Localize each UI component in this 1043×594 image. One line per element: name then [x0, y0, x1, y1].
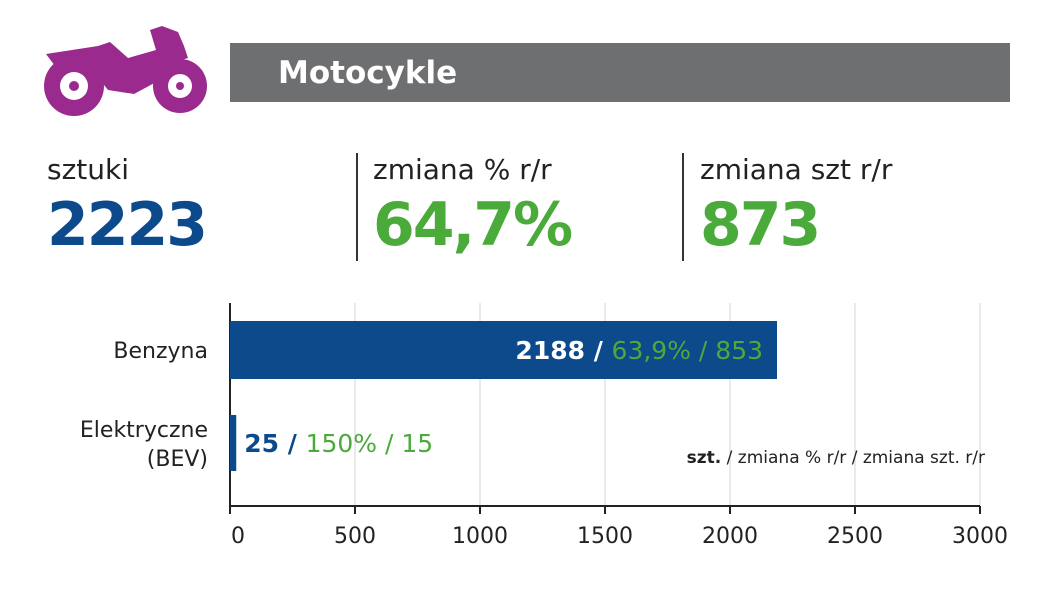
stat-unit-change-value: 873 — [700, 190, 821, 260]
bar — [230, 415, 237, 471]
stat-units-value: 2223 — [47, 190, 208, 260]
stat-units: sztuki 2223 — [47, 150, 208, 260]
stat-units-label: sztuki — [47, 153, 130, 186]
x-tick-label: 500 — [334, 524, 376, 549]
stat-unit-change-label: zmiana szt r/r — [700, 153, 893, 186]
stat-pct-change-label: zmiana % r/r — [373, 153, 552, 186]
x-tick-label: 0 — [231, 524, 245, 549]
motorcycle-icon — [44, 26, 207, 116]
stat-unit-change: zmiana szt r/r 873 — [700, 150, 892, 260]
stat-pct-change: zmiana % r/r 64,7% — [373, 150, 573, 260]
header-bar: Motocykle — [230, 43, 1010, 102]
x-tick-label: 2000 — [702, 524, 758, 549]
data-label: 25 / 150% / 15 — [244, 429, 433, 458]
data-label: 2188 / 63,9% / 853 — [515, 336, 763, 365]
category-label: Elektryczne (BEV) — [80, 418, 208, 472]
x-tick-label: 3000 — [952, 524, 1008, 549]
x-tick-label: 2500 — [827, 524, 883, 549]
stat-divider — [356, 153, 358, 261]
x-tick-label: 1000 — [452, 524, 508, 549]
bar — [230, 321, 777, 379]
legend-note: szt. / zmiana % r/r / zmiana szt. r/r — [687, 448, 985, 468]
x-tick-label: 1500 — [577, 524, 633, 549]
stat-divider — [682, 153, 684, 261]
category-label: Benzyna — [113, 339, 208, 364]
stat-pct-change-value: 64,7% — [373, 190, 573, 260]
page-title: Motocykle — [278, 55, 458, 91]
